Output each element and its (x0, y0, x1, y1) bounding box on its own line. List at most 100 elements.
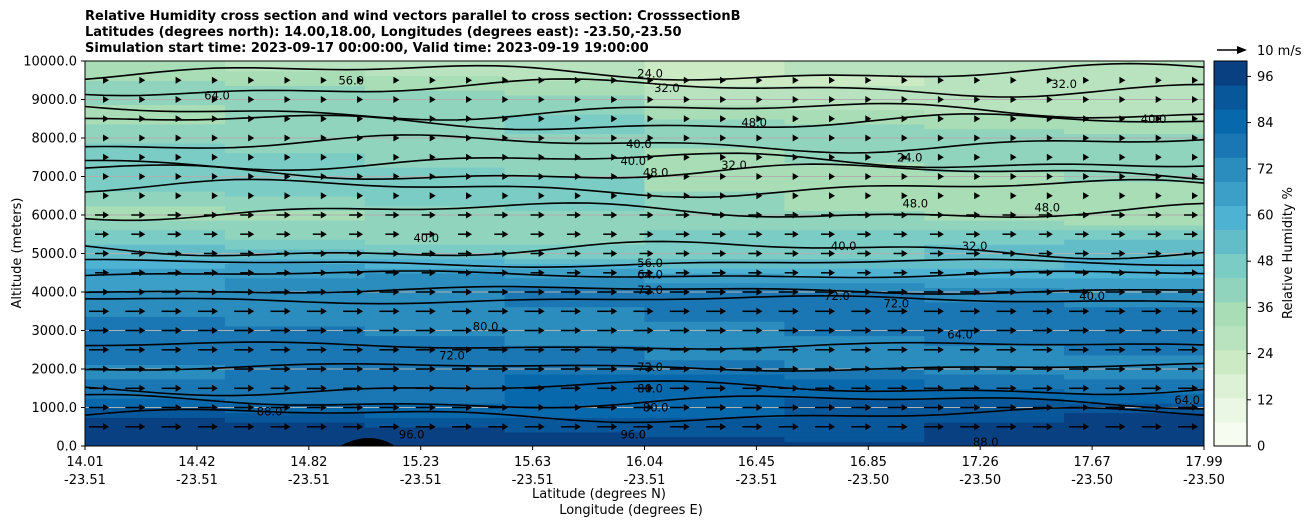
humidity-cell (224, 89, 366, 96)
humidity-cell (1064, 263, 1204, 269)
wind-vector-head (1192, 423, 1198, 431)
humidity-cell (85, 267, 226, 274)
wind-vector-head (683, 211, 690, 219)
humidity-cell (364, 113, 506, 120)
humidity-cell (224, 267, 366, 274)
wind-vector-head (1010, 211, 1017, 219)
contour-line (85, 152, 1204, 172)
humidity-cell (85, 123, 226, 130)
wind-vector-head (466, 96, 472, 103)
y-tick-label: 10000.0 (23, 55, 77, 70)
wind-vector-head (248, 365, 255, 373)
colorbar-band (1214, 109, 1247, 134)
wind-vector-head (1083, 423, 1090, 431)
wind-vector-head (1046, 134, 1053, 142)
wind-vector-head (1119, 384, 1126, 392)
wind-vector-head (611, 115, 618, 123)
wind-vector-head (284, 192, 291, 200)
wind-vector-head (720, 404, 727, 411)
wind-vector-head (211, 96, 218, 103)
wind-vector-head (829, 96, 835, 103)
humidity-cell (364, 70, 506, 77)
humidity-cell (364, 383, 506, 389)
wind-vector-head (429, 365, 436, 373)
humidity-cell (364, 166, 506, 173)
humidity-cell (924, 147, 1065, 154)
humidity-cell (784, 61, 926, 67)
wind-vector-head (284, 230, 291, 238)
humidity-cell (364, 195, 506, 202)
wind-vector-head (683, 423, 690, 431)
humidity-cell (784, 181, 926, 187)
wind-vector-head (320, 384, 327, 392)
wind-vector-head (937, 115, 944, 123)
humidity-cell (924, 436, 1065, 442)
humidity-cell (1064, 378, 1204, 385)
wind-vector-head (320, 404, 327, 411)
wind-vector-head (357, 288, 364, 296)
wind-vector-head (865, 288, 872, 296)
wind-vector-head (683, 346, 690, 354)
humidity-cell (924, 258, 1065, 264)
humidity-cell (85, 383, 226, 389)
wind-vector-head (466, 134, 472, 142)
wind-vector-head (284, 96, 291, 103)
humidity-cell (784, 373, 926, 380)
contour-label: 48.0 (643, 166, 669, 180)
wind-vector-head (1046, 288, 1053, 296)
wind-vector-head (393, 365, 400, 373)
wind-vector-head (211, 211, 218, 219)
wind-vector-head (683, 76, 690, 84)
humidity-cell (1064, 258, 1204, 264)
wind-vector-head (1192, 153, 1198, 161)
wind-vector-head (1192, 173, 1198, 180)
humidity-cell (924, 402, 1065, 409)
wind-vector-head (974, 307, 981, 315)
humidity-cell (784, 354, 926, 361)
quiver-key: 10 m/s (1217, 44, 1302, 59)
wind-vector-head (937, 76, 944, 84)
wind-vector-head (901, 211, 908, 219)
humidity-cell (1064, 243, 1204, 250)
wind-vector-head (1010, 153, 1017, 161)
humidity-cell (784, 267, 926, 274)
wind-vector-head (393, 384, 400, 392)
humidity-cell (1064, 253, 1204, 260)
wind-vector-head (139, 423, 146, 431)
humidity-cell (924, 330, 1065, 337)
humidity-cell (364, 407, 506, 414)
wind-vector-head (756, 96, 763, 103)
humidity-cell (364, 306, 506, 312)
humidity-cell (924, 104, 1065, 110)
humidity-cell (644, 99, 786, 106)
wind-vector-head (1192, 250, 1198, 257)
wind-vector-head (1192, 134, 1198, 142)
humidity-cell (224, 123, 366, 130)
contour-label: 64.0 (947, 327, 973, 341)
wind-vector-head (829, 115, 835, 123)
wind-vector-head (829, 153, 835, 161)
humidity-cell (644, 176, 786, 183)
humidity-cell (784, 123, 926, 130)
wind-vector-head (901, 404, 908, 411)
humidity-cell (224, 85, 366, 91)
humidity-cell (85, 397, 226, 404)
humidity-cell (364, 75, 506, 81)
wind-vector-head (611, 96, 618, 103)
humidity-cell (224, 393, 366, 399)
humidity-cell (364, 181, 506, 187)
humidity-cell (364, 61, 506, 67)
wind-vector-head (429, 211, 436, 219)
humidity-cell (224, 118, 366, 125)
wind-vector-head (1083, 404, 1090, 411)
humidity-cell (1064, 383, 1204, 389)
wind-vector-head (1046, 384, 1053, 392)
colorbar-band (1214, 253, 1247, 279)
wind-vector-head (865, 327, 872, 334)
contour-label: 32.0 (962, 239, 988, 253)
wind-vector-head (1046, 307, 1053, 315)
humidity-cell (364, 89, 506, 96)
wind-vector-head (574, 230, 581, 238)
humidity-cell (504, 70, 646, 77)
wind-vector-head (502, 288, 509, 296)
